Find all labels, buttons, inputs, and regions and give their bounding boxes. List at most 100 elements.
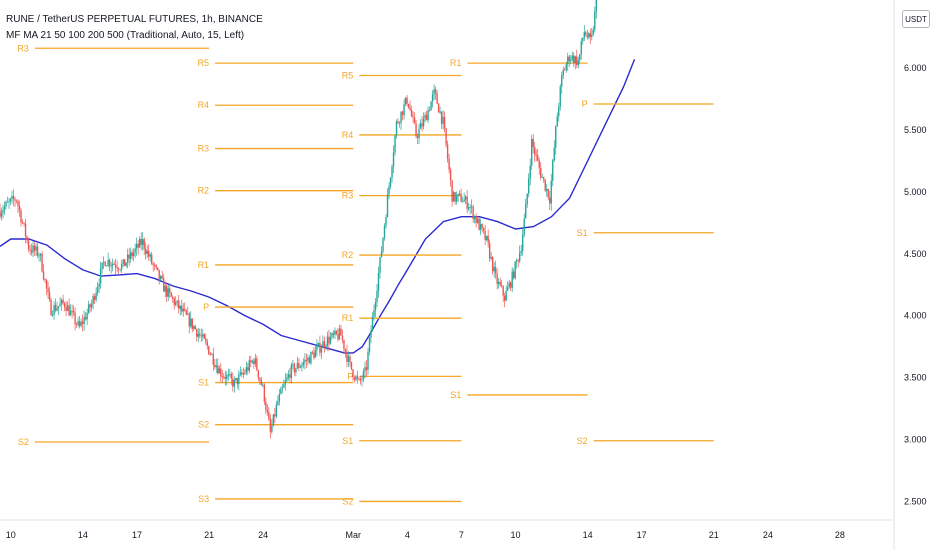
candle-body: [262, 384, 264, 386]
candle-body: [217, 365, 219, 374]
indicator-legend[interactable]: MF MA 21 50 100 200 500 (Traditional, Au…: [6, 30, 245, 41]
pivot-label: R4: [342, 130, 354, 140]
candle-body: [488, 243, 491, 259]
candle-body: [481, 223, 483, 229]
candle-body: [205, 338, 207, 342]
candle-body: [137, 243, 139, 248]
candle-body: [44, 279, 46, 281]
candle-body: [452, 192, 455, 202]
candle-body: [326, 336, 329, 346]
price-axis[interactable]: 2.500 3.000 3.500 4.000 4.500 5.000 5.500 6.000: [904, 63, 927, 506]
candle-body: [77, 321, 79, 325]
candle-body: [275, 404, 278, 417]
price-tick-label: 4.500: [904, 249, 927, 259]
candle-body: [143, 239, 145, 250]
candle-body: [54, 304, 57, 311]
candle-body: [427, 110, 429, 121]
candle-body: [196, 329, 198, 337]
candle-body: [515, 260, 518, 262]
candle-body: [277, 401, 279, 405]
candle-body: [496, 273, 498, 284]
candle-body: [473, 216, 476, 220]
candle-body: [102, 261, 105, 263]
candle-body: [413, 117, 416, 124]
candle-body: [410, 110, 413, 117]
candle-body: [520, 250, 522, 253]
candle-body: [478, 218, 480, 231]
candle-body: [476, 218, 479, 223]
time-axis[interactable]: 10 14 17 21 24 Mar 4 7 10 14 17 21 24 28: [6, 530, 845, 540]
candle-body: [42, 271, 45, 280]
candle-body: [50, 299, 52, 316]
candle-body: [151, 254, 153, 264]
time-tick-label: 7: [459, 530, 464, 540]
candle-body: [344, 349, 347, 352]
candle-body: [546, 189, 548, 191]
candle-body: [523, 218, 525, 235]
candle-body: [440, 111, 443, 124]
candle-body: [18, 206, 21, 211]
candle-body: [239, 372, 242, 375]
candle-body: [227, 374, 230, 376]
candle-body: [164, 285, 166, 292]
pivot-label: P: [347, 371, 353, 381]
time-tick-label: 17: [637, 530, 647, 540]
candle-body: [248, 360, 251, 371]
candle-body: [555, 126, 557, 148]
candle-body: [451, 180, 453, 202]
candle-body: [146, 250, 148, 254]
candle-body: [421, 123, 423, 127]
candle-body: [529, 165, 531, 179]
candle-body: [212, 353, 214, 365]
pivot-label: R3: [17, 43, 29, 53]
candle-body: [86, 312, 88, 320]
candle-body: [377, 273, 380, 292]
candle-body: [535, 154, 537, 156]
candle-body: [250, 360, 252, 363]
candle-body: [281, 387, 284, 389]
candle-body: [233, 379, 236, 387]
candle-body: [331, 333, 333, 338]
pivot-label: R3: [342, 191, 354, 201]
currency-badge[interactable]: USDT: [902, 10, 930, 28]
candle-body: [579, 54, 581, 61]
candle-body: [265, 401, 267, 410]
candle-body: [51, 314, 54, 316]
candle-body: [470, 206, 473, 208]
candle-body: [257, 370, 260, 378]
candle-body: [518, 252, 521, 262]
price-tick-label: 5.500: [904, 125, 927, 135]
candle-body: [594, 11, 596, 30]
candle-body: [134, 248, 136, 253]
candle-body: [343, 339, 345, 350]
candle-body: [325, 345, 327, 348]
candle-body: [154, 265, 156, 266]
candle-body: [236, 378, 239, 385]
candle-body: [65, 306, 67, 311]
candle-body: [466, 196, 468, 209]
candle-body: [191, 318, 193, 329]
candle-body: [448, 158, 450, 170]
candle-body: [559, 86, 561, 107]
candle-body: [169, 288, 171, 293]
candle-body: [553, 147, 555, 161]
candle-body: [0, 210, 1, 217]
candle-body: [347, 356, 350, 362]
candle-body: [184, 308, 186, 311]
candle-body: [460, 193, 462, 202]
candle-body: [428, 110, 431, 111]
time-tick-label: Mar: [346, 530, 362, 540]
candle-body: [24, 223, 27, 237]
candle-body: [418, 128, 420, 139]
candle-body: [190, 318, 192, 327]
candle-body: [335, 330, 338, 335]
candle-body: [224, 377, 227, 380]
candle-body: [230, 374, 233, 379]
candle-body: [226, 375, 228, 380]
candle-body: [238, 374, 240, 385]
symbol-title[interactable]: RUNE / TetherUS PERPETUAL FUTURES, 1h, B…: [6, 14, 263, 25]
candle-body: [144, 249, 147, 254]
candle-body: [370, 331, 372, 338]
candle-body: [32, 245, 34, 253]
